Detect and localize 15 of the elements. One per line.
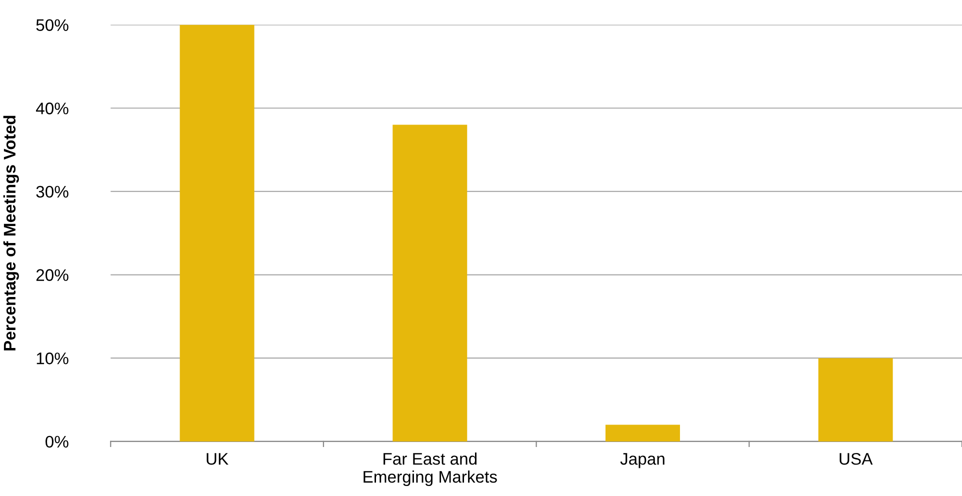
bar	[392, 124, 468, 442]
y-tick-label: 30%	[36, 186, 68, 198]
y-tick-label: 0%	[46, 436, 68, 448]
x-tick-label: Japan	[620, 453, 664, 468]
y-axis-title: Percentage of Meetings Voted	[3, 116, 19, 350]
bar	[818, 358, 893, 442]
x-tick-label: USA	[840, 452, 873, 465]
x-tick-label: Far East and Emerging Markets	[364, 452, 497, 486]
y-tick-label: 20%	[36, 269, 68, 281]
x-tick-label: UK	[206, 453, 228, 465]
bar	[605, 424, 680, 442]
bar	[180, 24, 254, 442]
y-tick-label: 10%	[36, 352, 68, 364]
y-tick-label: 50%	[36, 19, 68, 32]
y-tick-label: 40%	[36, 102, 68, 114]
